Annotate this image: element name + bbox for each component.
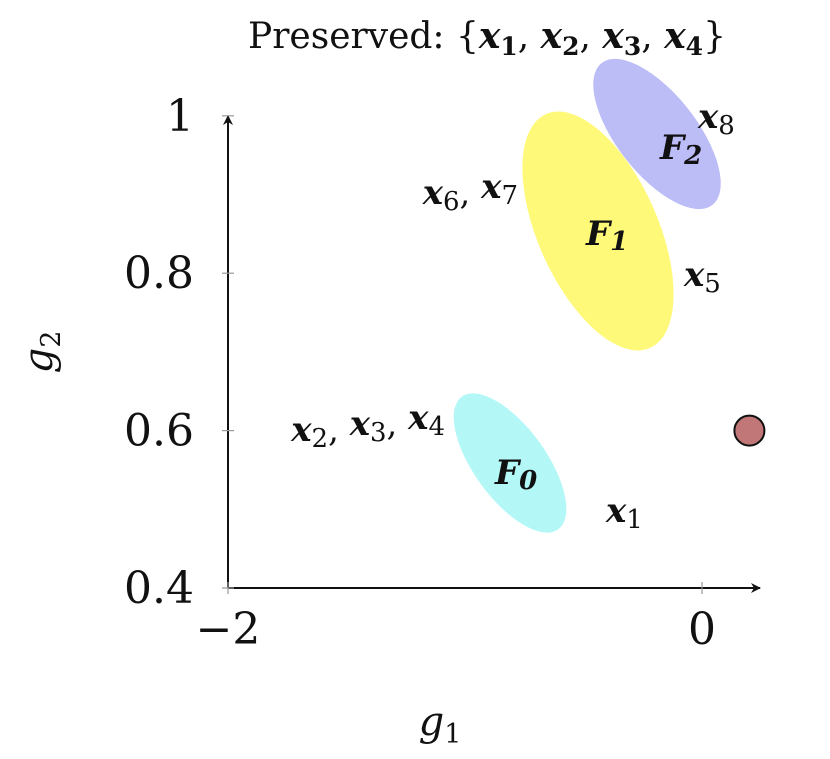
front-region-f0 — [453, 393, 567, 533]
y-tick-label: 0.8 — [124, 248, 194, 299]
y-tick-label: 1 — [166, 91, 194, 142]
x-tick-label: 0 — [688, 604, 716, 655]
data-point-2 — [733, 414, 766, 447]
x-tick-label: −2 — [196, 604, 261, 655]
front-label-f0: F0 — [494, 453, 537, 496]
point-label: x8 — [697, 97, 735, 141]
front-region-f1 — [522, 111, 674, 351]
front-region-f2 — [593, 58, 721, 210]
y-tick-label: 0.6 — [124, 406, 194, 457]
data-points — [733, 414, 766, 447]
x-axis-title: g1 — [419, 699, 462, 750]
y-axis-title: g2 — [16, 331, 67, 374]
front-label-f1: F1 — [585, 214, 628, 257]
point-label: x5 — [683, 255, 721, 299]
front-regions — [453, 58, 721, 533]
annotations: Preserved: {x1, x2, x3, x4} x1 x2, x3, x4 x… — [248, 15, 735, 535]
point-label: x6, x7 — [422, 167, 518, 217]
point-label: x1 — [605, 491, 643, 535]
point-label: x2, x3, x4 — [290, 398, 445, 454]
front-label-f2: F2 — [659, 128, 702, 171]
y-tick-label: 0.4 — [124, 563, 194, 614]
chart-title: Preserved: {x1, x2, x3, x4} — [248, 15, 726, 61]
